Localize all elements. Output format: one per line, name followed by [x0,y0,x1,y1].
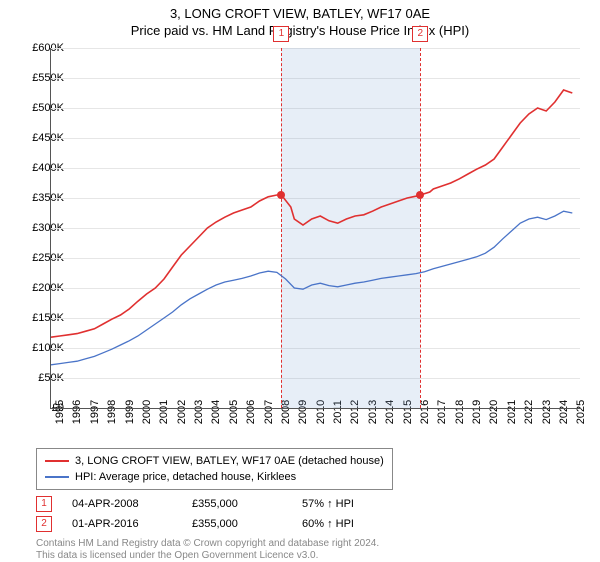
sale-date-2: 01-APR-2016 [72,514,172,534]
sale-marker-2: 2 [36,516,52,532]
plot-area: 12 [50,48,581,409]
legend-row-hpi: HPI: Average price, detached house, Kirk… [45,469,384,485]
legend: 3, LONG CROFT VIEW, BATLEY, WF17 0AE (de… [36,448,393,490]
chart-container: 3, LONG CROFT VIEW, BATLEY, WF17 0AE Pri… [0,0,600,560]
sale-date-1: 04-APR-2008 [72,494,172,514]
sale-row-2: 2 01-APR-2016 £355,000 60% ↑ HPI [36,514,392,534]
sale-pct-1: 57% ↑ HPI [302,494,392,514]
sale-dot [416,191,424,199]
legend-label-property: 3, LONG CROFT VIEW, BATLEY, WF17 0AE (de… [75,453,384,469]
sale-marker-box: 1 [273,26,289,42]
legend-row-property: 3, LONG CROFT VIEW, BATLEY, WF17 0AE (de… [45,453,384,469]
sales-table: 1 04-APR-2008 £355,000 57% ↑ HPI 2 01-AP… [36,494,392,534]
footer-line1: Contains HM Land Registry data © Crown c… [36,538,379,550]
legend-swatch-hpi [45,476,69,478]
sale-marker-box: 2 [412,26,428,42]
line-plot [51,48,581,408]
sale-price-2: £355,000 [192,514,282,534]
legend-swatch-property [45,460,69,462]
sale-marker-1: 1 [36,496,52,512]
footer-attribution: Contains HM Land Registry data © Crown c… [36,538,379,562]
sale-price-1: £355,000 [192,494,282,514]
series-line-property [51,90,572,337]
legend-label-hpi: HPI: Average price, detached house, Kirk… [75,469,296,485]
sale-dot [277,191,285,199]
series-line-hpi [51,211,572,365]
title-address: 3, LONG CROFT VIEW, BATLEY, WF17 0AE [0,6,600,21]
footer-line2: This data is licensed under the Open Gov… [36,550,379,562]
sale-row-1: 1 04-APR-2008 £355,000 57% ↑ HPI [36,494,392,514]
sale-pct-2: 60% ↑ HPI [302,514,392,534]
title-subtitle: Price paid vs. HM Land Registry's House … [0,23,600,38]
title-block: 3, LONG CROFT VIEW, BATLEY, WF17 0AE Pri… [0,0,600,38]
